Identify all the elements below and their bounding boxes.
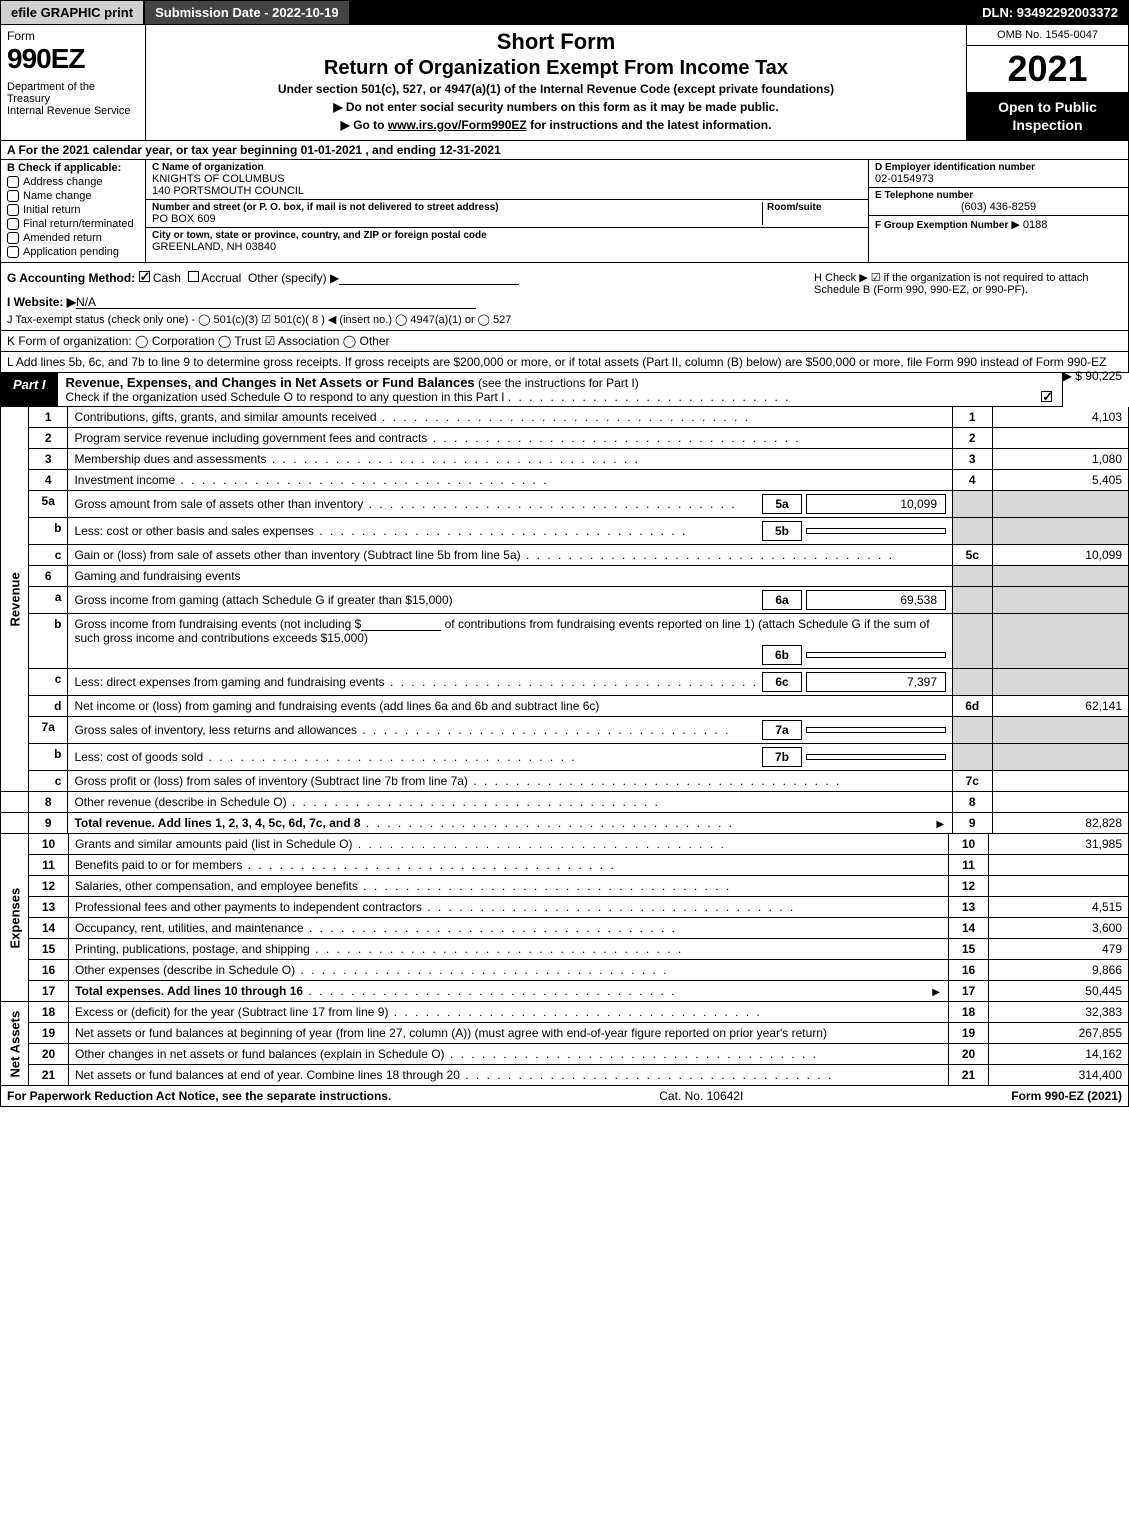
gh-block: G Accounting Method: Cash Accrual Other … bbox=[0, 263, 1129, 331]
line-l: L Add lines 5b, 6c, and 7b to line 9 to … bbox=[0, 352, 1129, 373]
netassets-side-label: Net Assets bbox=[1, 1002, 29, 1086]
check-application-pending[interactable]: Application pending bbox=[7, 246, 139, 258]
room-label: Room/suite bbox=[767, 202, 862, 213]
footer-mid: Cat. No. 10642I bbox=[659, 1089, 743, 1103]
instruction-ssn: ▶ Do not enter social security numbers o… bbox=[154, 100, 958, 114]
part-1-header: Part I Revenue, Expenses, and Changes in… bbox=[0, 373, 1063, 407]
org-name-row: C Name of organization KNIGHTS OF COLUMB… bbox=[146, 160, 868, 200]
line-15-value: 479 bbox=[989, 939, 1129, 960]
line-6d-value: 62,141 bbox=[992, 696, 1129, 717]
form-id-block: Form 990EZ Department of the Treasury In… bbox=[1, 25, 146, 140]
check-accrual[interactable] bbox=[188, 271, 199, 282]
line-i: I Website: ▶N/A bbox=[7, 295, 802, 309]
line-l-value: ▶ $ 90,225 bbox=[1063, 369, 1122, 383]
city-row: City or town, state or province, country… bbox=[146, 228, 868, 262]
column-c: C Name of organization KNIGHTS OF COLUMB… bbox=[146, 160, 868, 262]
irs-link[interactable]: www.irs.gov/Form990EZ bbox=[388, 118, 527, 132]
line-k: K Form of organization: ◯ Corporation ◯ … bbox=[0, 331, 1129, 352]
revenue-table: Revenue 1 Contributions, gifts, grants, … bbox=[0, 407, 1129, 834]
efile-label[interactable]: efile GRAPHIC print bbox=[1, 1, 145, 24]
line-13-value: 4,515 bbox=[989, 897, 1129, 918]
line-9-value: 82,828 bbox=[992, 813, 1129, 834]
line-g: G Accounting Method: Cash Accrual Other … bbox=[7, 271, 802, 285]
line-17-value: 50,445 bbox=[989, 981, 1129, 1002]
line-10-value: 31,985 bbox=[989, 834, 1129, 855]
department-label: Department of the Treasury Internal Reve… bbox=[7, 81, 139, 117]
ein-row: D Employer identification number 02-0154… bbox=[869, 160, 1128, 188]
check-address-change[interactable]: Address change bbox=[7, 176, 139, 188]
footer-right: Form 990-EZ (2021) bbox=[1011, 1089, 1122, 1103]
phone-row: E Telephone number (603) 436-8259 bbox=[869, 188, 1128, 216]
street-address: PO BOX 609 bbox=[152, 213, 762, 225]
footer-left: For Paperwork Reduction Act Notice, see … bbox=[7, 1089, 391, 1103]
group-exemption-value: ▶ 0188 bbox=[1011, 219, 1047, 231]
form-header: Form 990EZ Department of the Treasury In… bbox=[0, 25, 1129, 141]
submission-date: Submission Date - 2022-10-19 bbox=[145, 1, 351, 24]
line-5a-value: 10,099 bbox=[806, 494, 946, 514]
check-amended-return[interactable]: Amended return bbox=[7, 232, 139, 244]
line-5c-value: 10,099 bbox=[992, 545, 1129, 566]
title-block: Short Form Return of Organization Exempt… bbox=[146, 25, 966, 140]
part1-schedule-o-check[interactable] bbox=[1041, 391, 1052, 402]
other-specify-input[interactable] bbox=[339, 271, 519, 285]
line-16-value: 9,866 bbox=[989, 960, 1129, 981]
net-assets-table: Net Assets 18 Excess or (deficit) for th… bbox=[0, 1002, 1129, 1086]
line-6a-value: 69,538 bbox=[806, 590, 946, 610]
top-bar: efile GRAPHIC print Submission Date - 20… bbox=[0, 0, 1129, 25]
open-to-public: Open to Public Inspection bbox=[967, 92, 1128, 140]
expenses-side-label: Expenses bbox=[1, 834, 29, 1002]
line-18-value: 32,383 bbox=[989, 1002, 1129, 1023]
line-1-value: 4,103 bbox=[992, 407, 1129, 428]
line-j: J Tax-exempt status (check only one) - ◯… bbox=[7, 313, 802, 326]
city-state-zip: GREENLAND, NH 03840 bbox=[152, 241, 862, 253]
subtitle: Under section 501(c), 527, or 4947(a)(1)… bbox=[154, 82, 958, 96]
check-name-change[interactable]: Name change bbox=[7, 190, 139, 202]
short-form-title: Short Form bbox=[154, 29, 958, 55]
form-label: Form bbox=[7, 29, 139, 43]
main-title: Return of Organization Exempt From Incom… bbox=[154, 57, 958, 80]
street-row: Number and street (or P. O. box, if mail… bbox=[146, 200, 868, 228]
check-final-return[interactable]: Final return/terminated bbox=[7, 218, 139, 230]
revenue-side-label: Revenue bbox=[1, 407, 29, 792]
info-grid: B Check if applicable: Address change Na… bbox=[0, 160, 1129, 263]
line-14-value: 3,600 bbox=[989, 918, 1129, 939]
col-b-title: B Check if applicable: bbox=[7, 162, 139, 174]
check-initial-return[interactable]: Initial return bbox=[7, 204, 139, 216]
page-footer: For Paperwork Reduction Act Notice, see … bbox=[0, 1086, 1129, 1107]
ein-value: 02-0154973 bbox=[875, 173, 1122, 185]
tax-year: 2021 bbox=[967, 46, 1128, 92]
line-6c-value: 7,397 bbox=[806, 672, 946, 692]
line-19-value: 267,855 bbox=[989, 1023, 1129, 1044]
expenses-table: Expenses 10 Grants and similar amounts p… bbox=[0, 834, 1129, 1002]
instruction-link: ▶ Go to www.irs.gov/Form990EZ for instru… bbox=[154, 118, 958, 132]
phone-value: (603) 436-8259 bbox=[875, 201, 1122, 213]
column-def: D Employer identification number 02-0154… bbox=[868, 160, 1128, 262]
line-4-value: 5,405 bbox=[992, 470, 1129, 491]
omb-number: OMB No. 1545-0047 bbox=[967, 25, 1128, 46]
line-20-value: 14,162 bbox=[989, 1044, 1129, 1065]
org-name-1: KNIGHTS OF COLUMBUS bbox=[152, 173, 862, 185]
part-1-tab: Part I bbox=[1, 373, 58, 406]
check-cash[interactable] bbox=[139, 271, 150, 282]
dln: DLN: 93492292003372 bbox=[972, 1, 1128, 24]
group-exemption-row: F Group Exemption Number ▶ 0188 bbox=[869, 216, 1128, 233]
line-a: A For the 2021 calendar year, or tax yea… bbox=[0, 141, 1129, 160]
line-h: H Check ▶ ☑ if the organization is not r… bbox=[808, 263, 1128, 330]
line-1-desc: Contributions, gifts, grants, and simila… bbox=[68, 407, 953, 428]
column-b: B Check if applicable: Address change Na… bbox=[1, 160, 146, 262]
line-21-value: 314,400 bbox=[989, 1065, 1129, 1086]
form-number: 990EZ bbox=[7, 43, 139, 75]
year-block: OMB No. 1545-0047 2021 Open to Public In… bbox=[966, 25, 1128, 140]
line-3-value: 1,080 bbox=[992, 449, 1129, 470]
org-name-2: 140 PORTSMOUTH COUNCIL bbox=[152, 185, 862, 197]
website-value: N/A bbox=[76, 295, 476, 309]
